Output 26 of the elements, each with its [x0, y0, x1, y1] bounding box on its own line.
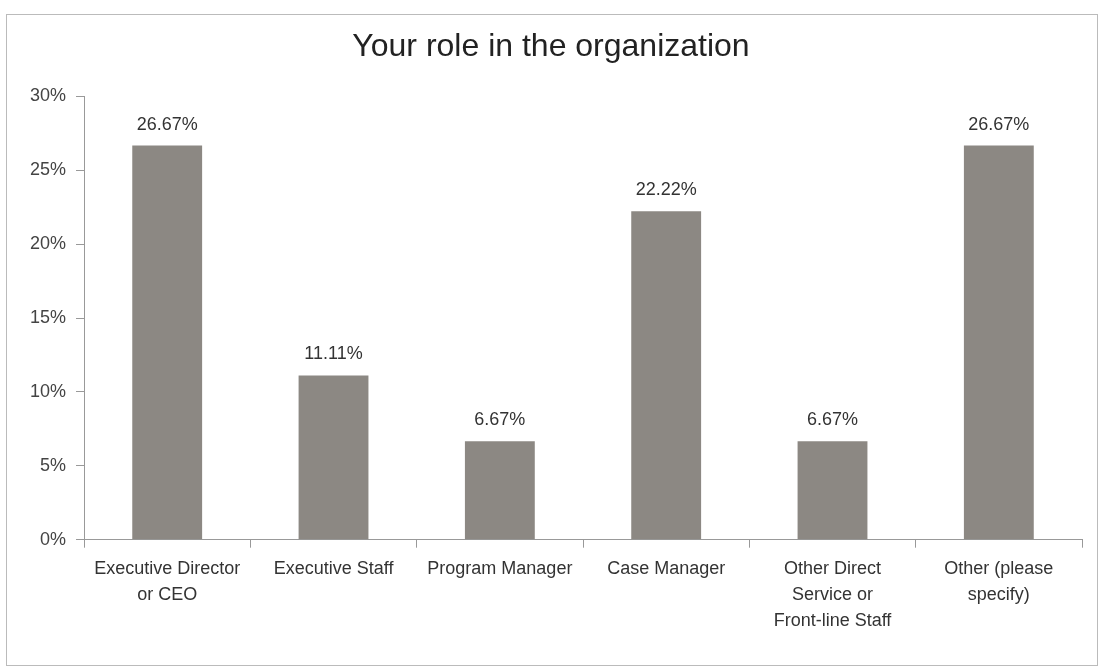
x-tick-label: Executive Staff	[273, 557, 395, 578]
bar	[797, 441, 868, 540]
data-label: 26.67%	[136, 113, 198, 134]
bar	[963, 145, 1034, 540]
bar	[298, 375, 369, 540]
y-tick-label: 30%	[30, 85, 67, 106]
data-label: 6.67%	[474, 409, 526, 430]
data-label: 22.22%	[635, 179, 697, 200]
x-tick-label: Other (please specify)	[944, 557, 1054, 604]
bar	[132, 145, 203, 540]
x-tick-label: Program Manager	[427, 557, 573, 578]
y-tick-label: 5%	[40, 454, 67, 475]
y-tick-label: 25%	[30, 159, 67, 180]
x-tick-label: Other Direct Service or Front-line Staff	[773, 557, 893, 630]
data-label: 6.67%	[806, 409, 859, 430]
data-label: 26.67%	[968, 113, 1030, 134]
chart-title: Your role in the organization	[352, 27, 750, 64]
bar	[631, 211, 702, 540]
x-tick-label: Case Manager	[607, 557, 726, 578]
data-label: 11.11%	[304, 343, 363, 364]
y-tick-label: 10%	[30, 380, 67, 401]
y-tick-label: 20%	[30, 233, 67, 254]
y-tick-label: 0%	[40, 528, 67, 549]
y-tick-label: 15%	[30, 307, 67, 328]
bar	[464, 441, 535, 540]
x-tick-label: Executive Director or CEO	[94, 557, 241, 604]
